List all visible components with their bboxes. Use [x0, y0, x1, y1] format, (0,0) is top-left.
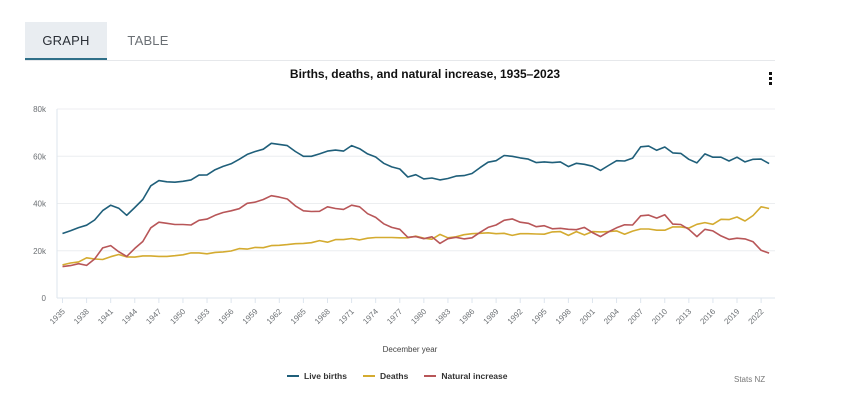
more-vertical-icon[interactable]: [764, 69, 778, 87]
tab-table[interactable]: TABLE: [127, 33, 169, 48]
y-tick-label: 60k: [33, 152, 47, 161]
x-tick-label: 1938: [72, 307, 91, 326]
x-tick-label: 2001: [578, 307, 597, 326]
x-tick-label: 1974: [361, 307, 380, 326]
x-tick-label: 1941: [96, 307, 115, 326]
x-tick-label: 1956: [217, 307, 236, 326]
y-tick-label: 20k: [33, 247, 47, 256]
y-tick-label: 80k: [33, 105, 47, 114]
x-axis: 1935 1938 1941 1944 1947 1950 1953 1956 1959 1962…: [48, 298, 766, 326]
x-tick-label: 2016: [698, 307, 717, 326]
gridlines: [56, 108, 775, 299]
legend-item-live-births[interactable]: Live births: [287, 371, 347, 381]
legend: Live births Deaths Natural increase: [287, 371, 507, 381]
legend-label: Deaths: [379, 371, 409, 381]
x-tick-label: 2022: [747, 307, 766, 326]
series-lines: [62, 142, 770, 268]
x-tick-label: 1986: [457, 307, 476, 326]
x-tick-label: 1989: [482, 307, 501, 326]
x-tick-label: 1992: [506, 307, 525, 326]
x-tick-label: 1968: [313, 307, 332, 326]
x-tick-label: 1944: [120, 307, 139, 326]
x-tick-label: 1965: [289, 307, 308, 326]
x-tick-label: 1950: [168, 307, 187, 326]
legend-label: Live births: [304, 371, 347, 381]
x-tick-label: 1935: [48, 307, 67, 326]
x-tick-label: 2010: [650, 307, 669, 326]
x-tick-label: 1947: [144, 307, 163, 326]
x-tick-label: 2019: [722, 307, 741, 326]
x-tick-label: 2013: [674, 307, 693, 326]
x-tick-label: 1971: [337, 307, 356, 326]
x-tick-label: 2007: [626, 307, 645, 326]
x-tick-label: 1998: [554, 307, 573, 326]
tab-graph[interactable]: GRAPH: [25, 22, 107, 60]
x-axis-label: December year: [383, 345, 438, 354]
legend-item-natural-increase[interactable]: Natural increase: [424, 371, 507, 381]
legend-swatch-deaths: [362, 375, 375, 377]
x-tick-label: 1953: [193, 307, 212, 326]
x-tick-label: 1977: [385, 307, 404, 326]
legend-label: Natural increase: [441, 371, 508, 381]
y-tick-label: 0: [42, 294, 47, 303]
series-line-live-births[interactable]: [62, 142, 770, 235]
legend-swatch-natural-increase: [424, 375, 437, 377]
x-tick-label: 1962: [265, 307, 284, 326]
y-tick-label: 40k: [33, 200, 47, 209]
source-credit: Stats NZ: [734, 375, 766, 384]
series-line-natural-increase[interactable]: [62, 194, 770, 268]
view-tabs: GRAPH TABLE: [25, 22, 775, 61]
x-tick-label: 1983: [433, 307, 452, 326]
legend-item-deaths[interactable]: Deaths: [362, 371, 409, 381]
legend-swatch-live-births: [287, 375, 299, 377]
x-tick-label: 1995: [530, 307, 549, 326]
x-tick-label: 1980: [409, 307, 428, 326]
x-tick-label: 2004: [602, 307, 621, 326]
x-tick-label: 1959: [241, 307, 260, 326]
chart-title: Births, deaths, and natural increase, 19…: [289, 67, 561, 81]
y-axis: 0 20k 40k 60k 80k: [33, 105, 47, 303]
